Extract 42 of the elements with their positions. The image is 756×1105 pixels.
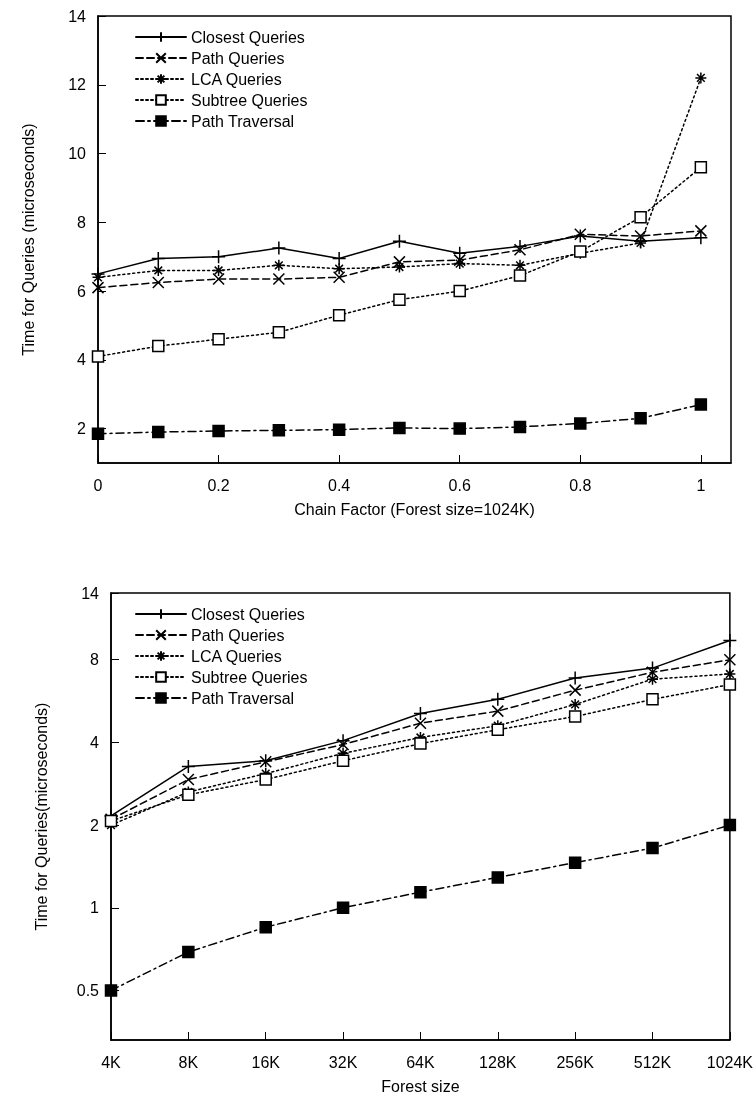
- x-tick-label: 16K: [251, 1053, 281, 1071]
- legend-label: Path Queries: [191, 626, 285, 644]
- x-tick-label: 4K: [101, 1053, 122, 1071]
- y-tick-label: 2: [90, 816, 100, 834]
- legend-label: Subtree Queries: [191, 91, 308, 109]
- legend-label: Path Queries: [191, 49, 285, 67]
- x-tick-label: 0.4: [328, 476, 351, 494]
- legend-label: Closest Queries: [191, 605, 305, 623]
- x-tick-label: 128K: [479, 1053, 517, 1071]
- legend-label: LCA Queries: [191, 70, 282, 88]
- x-axis-title: Chain Factor (Forest size=1024K): [294, 500, 535, 518]
- y-tick-label: 10: [68, 145, 87, 163]
- legend-label: Closest Queries: [191, 28, 305, 46]
- y-tick-label: 8: [90, 651, 100, 669]
- x-tick-label: 0.8: [569, 476, 592, 494]
- x-tick-label: 0: [93, 476, 103, 494]
- y-tick-label: 4: [90, 733, 100, 751]
- y-tick-label: 1: [90, 899, 100, 917]
- x-axis-title: Forest size: [381, 1077, 460, 1095]
- y-tick-label: 4: [77, 351, 87, 369]
- legend-label: Path Traversal: [191, 112, 295, 130]
- x-tick-label: 64K: [406, 1053, 435, 1071]
- y-axis-title: Time for Queries(microseconds): [32, 702, 50, 931]
- legend-label: Subtree Queries: [191, 668, 308, 686]
- x-tick-label: 32K: [328, 1053, 358, 1071]
- x-tick-label: 1: [696, 476, 706, 494]
- y-tick-label: 0.5: [76, 981, 100, 999]
- y-axis-title: Time for Queries (microseconds): [19, 123, 37, 356]
- x-tick-label: 512K: [633, 1053, 672, 1071]
- y-tick-label: 12: [68, 76, 87, 94]
- legend-label: LCA Queries: [191, 647, 282, 665]
- x-tick-label: 0.6: [448, 476, 471, 494]
- x-tick-label: 0.2: [207, 476, 230, 494]
- x-tick-label: 256K: [556, 1053, 595, 1071]
- y-tick-label: 6: [77, 282, 87, 300]
- y-tick-label: 14: [68, 7, 87, 25]
- y-tick-label: 14: [81, 584, 100, 602]
- x-tick-label: 1024K: [706, 1053, 754, 1071]
- y-tick-label: 2: [77, 420, 87, 438]
- legend-label: Path Traversal: [191, 689, 295, 707]
- y-tick-label: 8: [77, 213, 87, 231]
- x-tick-label: 8K: [178, 1053, 199, 1071]
